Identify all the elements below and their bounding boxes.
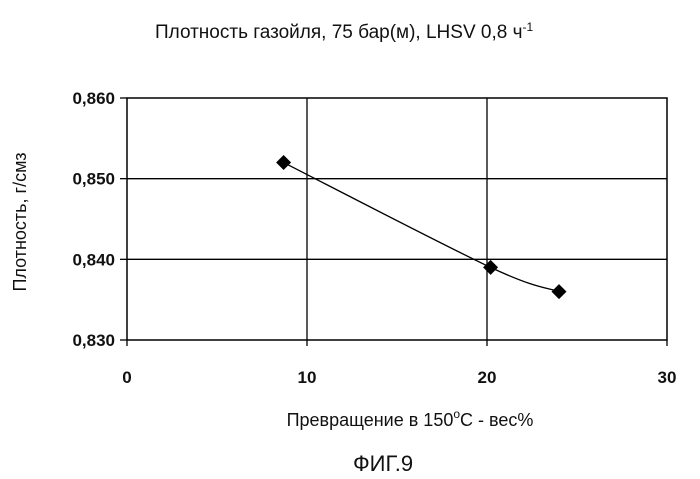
x-axis-label: Превращение в 150oC - вес%: [287, 407, 534, 430]
y-tick-label-2: 0,850: [72, 170, 115, 189]
gridlines-horizontal: [127, 179, 667, 260]
y-axis-ticks: 0,830 0,840 0,850 0,860: [72, 89, 127, 350]
y-tick-label-3: 0,860: [72, 89, 115, 108]
figure-label: ФИГ.9: [353, 451, 413, 476]
x-tick-label-0: 0: [122, 368, 131, 387]
chart-title: Плотность газойля, 75 бар(м), LHSV 0,8 ч…: [155, 20, 533, 43]
series-line-0: [284, 163, 559, 292]
x-tick-label-2: 20: [478, 368, 497, 387]
data-point-1: [483, 260, 498, 275]
series-group: [276, 155, 566, 299]
y-tick-label-1: 0,840: [72, 250, 115, 269]
x-axis-ticks: 0 10 20 30: [122, 340, 676, 387]
data-point-2: [552, 284, 567, 299]
y-tick-label-0: 0,830: [72, 331, 115, 350]
plot-area: [127, 98, 667, 340]
gridlines-vertical: [307, 98, 487, 340]
data-point-0: [276, 155, 291, 170]
y-axis-label: Плотность, г/смз: [10, 152, 30, 291]
x-tick-label-1: 10: [298, 368, 317, 387]
x-tick-label-3: 30: [658, 368, 677, 387]
